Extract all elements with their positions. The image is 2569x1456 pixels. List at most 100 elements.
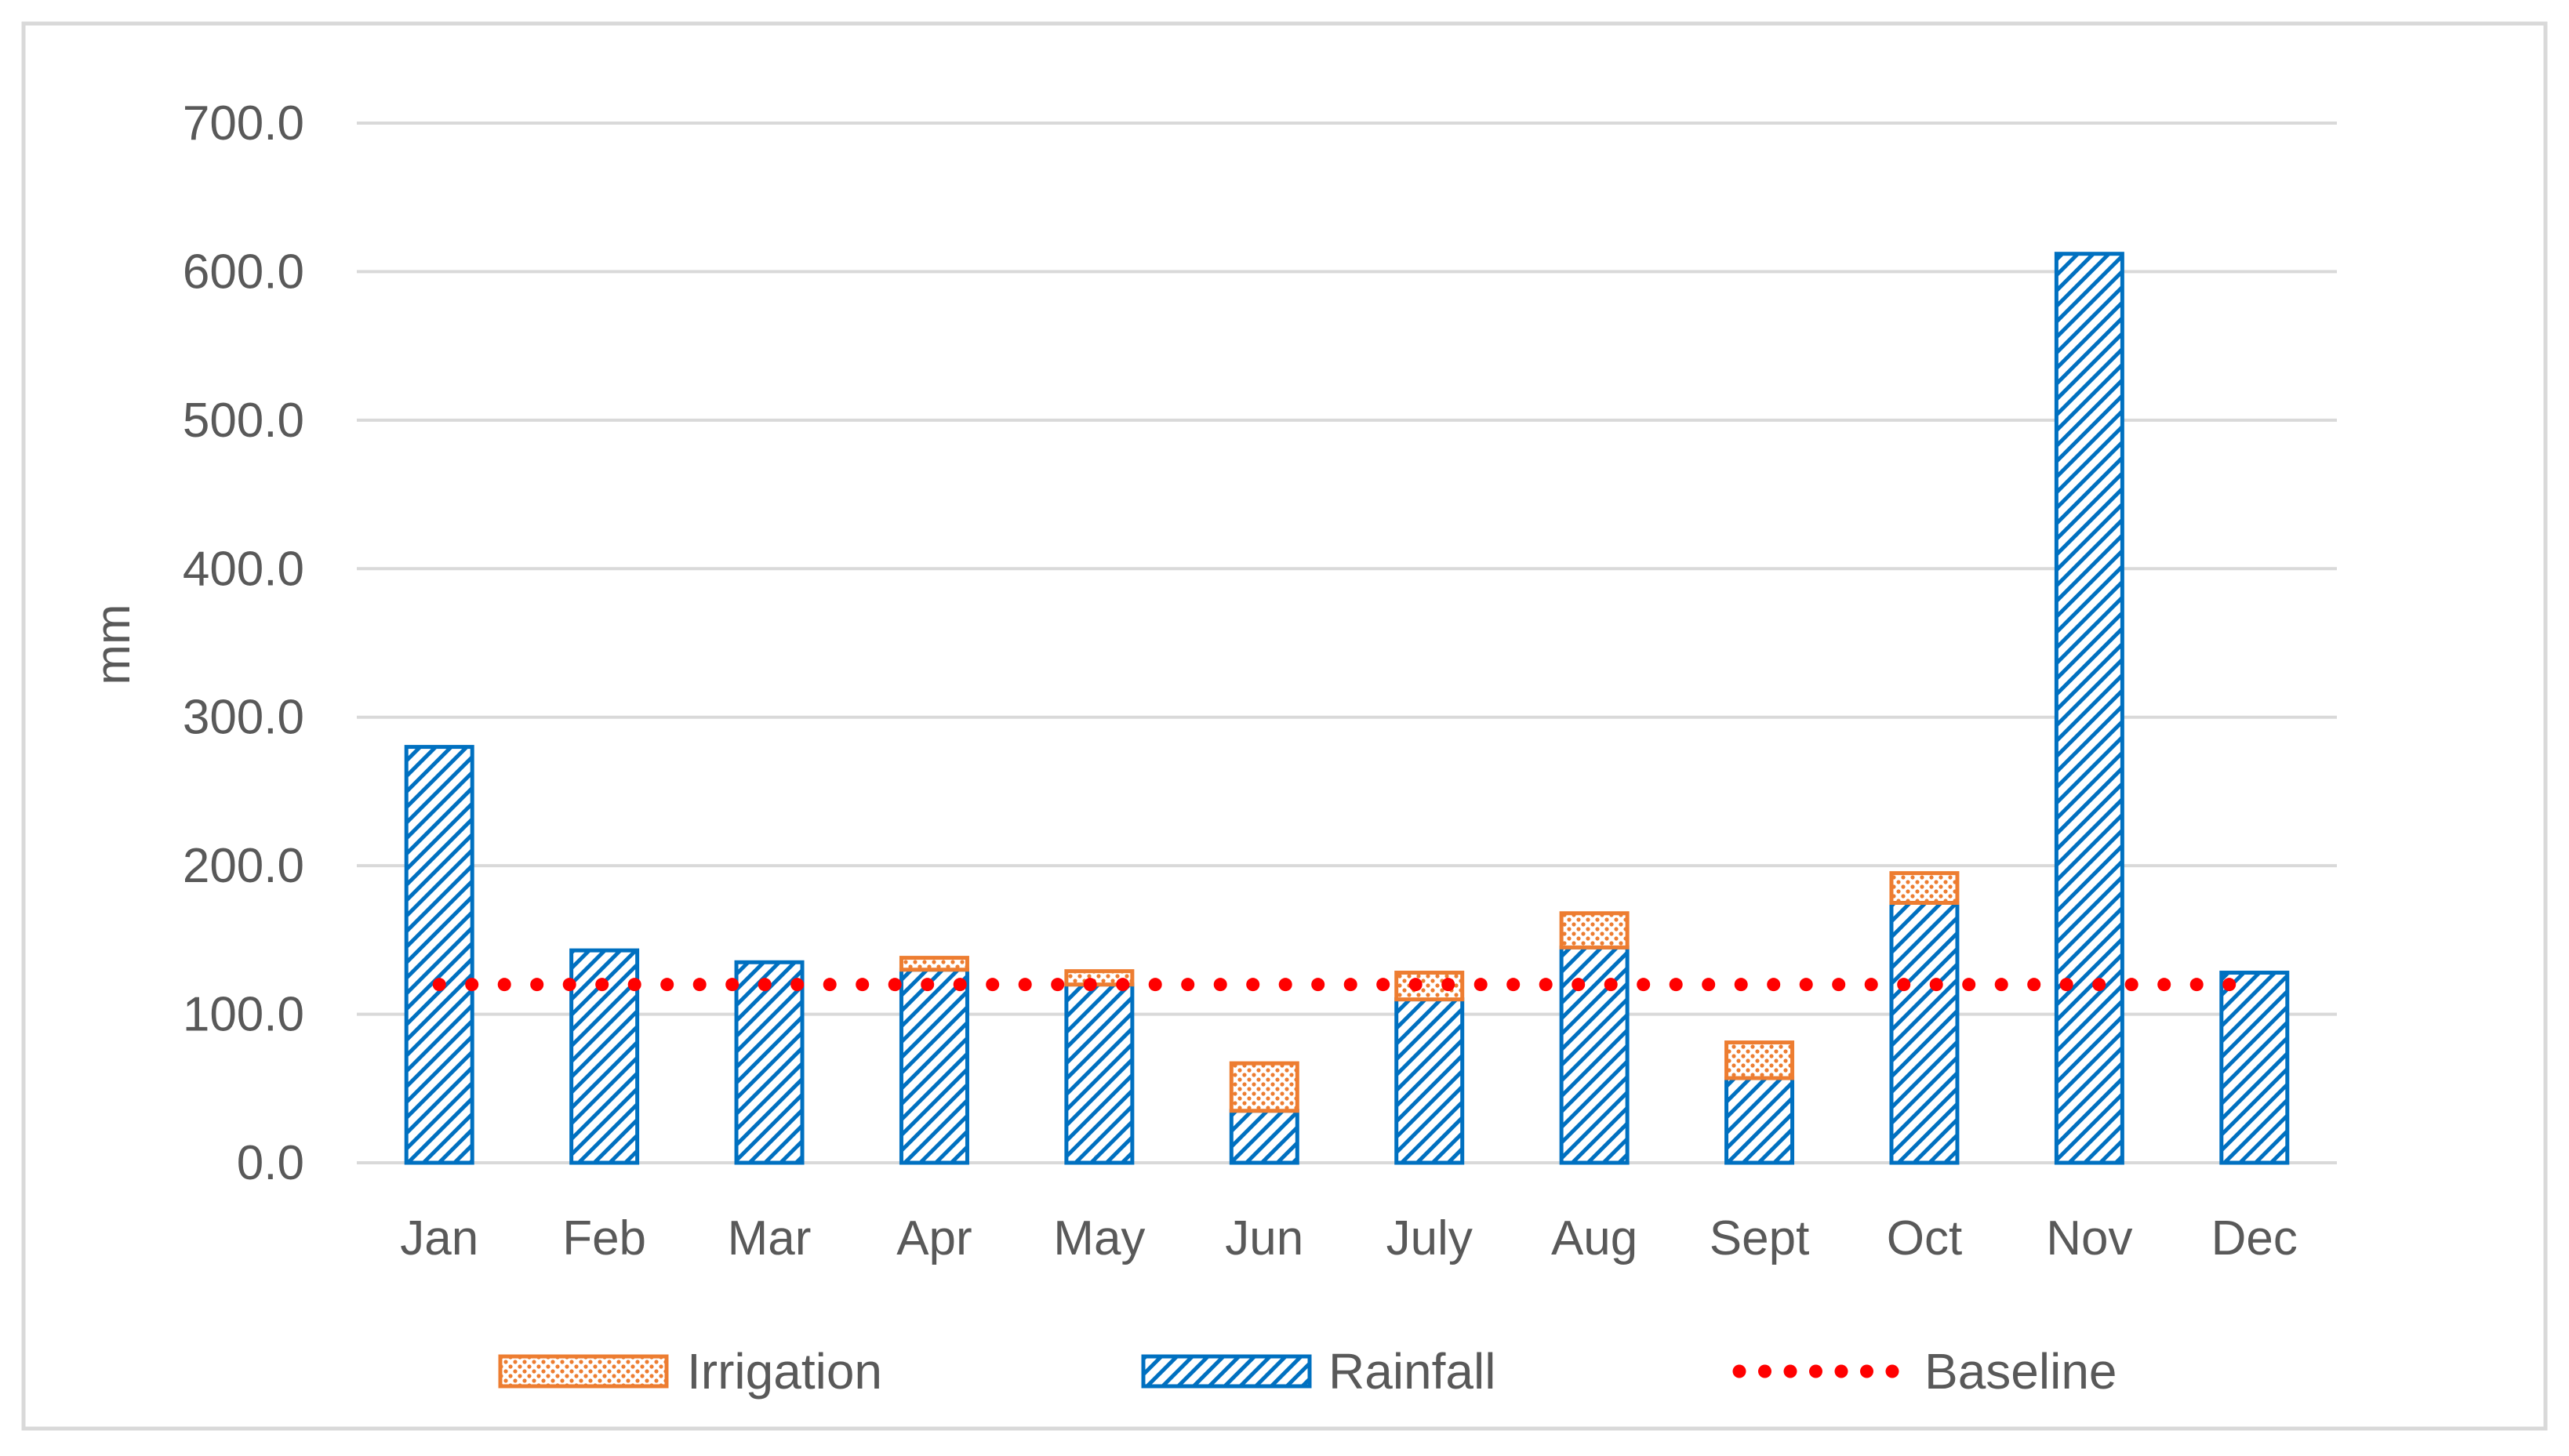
legend-swatch-baseline	[1809, 1364, 1822, 1378]
baseline-dot	[790, 978, 805, 992]
baseline-dot	[1897, 978, 1911, 992]
baseline-dot	[2027, 978, 2041, 992]
bar-irrigation	[899, 956, 969, 972]
baseline-dot	[1702, 978, 1716, 992]
baseline-dot	[1278, 978, 1292, 992]
baseline-dot	[1572, 978, 1586, 992]
y-tick-label: 100.0	[183, 988, 304, 1042]
baseline-dot	[1441, 978, 1455, 992]
bars	[404, 252, 2290, 1165]
bar-rainfall	[734, 960, 805, 1165]
y-tick-label: 300.0	[183, 691, 304, 745]
bar-rainfall	[404, 745, 474, 1165]
baseline-dot	[1799, 978, 1813, 992]
baseline-dot	[1213, 978, 1227, 992]
baseline-dot	[2124, 978, 2138, 992]
baseline-dot	[1506, 978, 1521, 992]
x-tick-label: Aug	[1551, 1211, 1637, 1265]
baseline-dot	[1832, 978, 1846, 992]
y-tick-label: 500.0	[183, 394, 304, 448]
baseline-dot	[1994, 978, 2008, 992]
baseline-dot	[497, 978, 511, 992]
baseline-dot	[1343, 978, 1357, 992]
baseline-dot	[465, 978, 479, 992]
baseline-dot	[1408, 978, 1423, 992]
x-tick-label: Jan	[400, 1211, 478, 1265]
y-tick-label: 400.0	[183, 542, 304, 596]
baseline-dot	[1116, 978, 1130, 992]
baseline-dot	[1637, 978, 1651, 992]
baseline-dot	[2222, 978, 2237, 992]
legend-swatch-rainfall	[1141, 1354, 1312, 1389]
bar-rainfall	[1559, 945, 1630, 1165]
baseline-dot	[1311, 978, 1325, 992]
legend-swatch-baseline	[1834, 1364, 1848, 1378]
x-tick-label: Dec	[2211, 1211, 2298, 1265]
bar-rainfall	[899, 968, 969, 1165]
baseline-dot	[660, 978, 674, 992]
y-tick-label: 200.0	[183, 839, 304, 893]
bar-rainfall	[1889, 901, 1960, 1165]
baseline-dot	[2157, 978, 2171, 992]
baseline-dot	[692, 978, 707, 992]
baseline-dot	[1473, 978, 1488, 992]
legend-label-rainfall: Rainfall	[1328, 1343, 1495, 1400]
baseline-dot	[1083, 978, 1097, 992]
legend-swatch-baseline	[1758, 1364, 1771, 1378]
gridlines	[357, 122, 2337, 1016]
baseline-dot	[1864, 978, 1878, 992]
x-tick-label: May	[1053, 1211, 1145, 1265]
bar-rainfall	[2054, 252, 2124, 1165]
baseline-dot	[530, 978, 544, 992]
baseline-dot	[1929, 978, 1943, 992]
bar-rainfall	[1064, 982, 1135, 1165]
bar-irrigation	[1229, 1061, 1299, 1113]
x-tick-label: Mar	[728, 1211, 812, 1265]
x-tick-label: Sept	[1710, 1211, 1810, 1265]
baseline-dot	[888, 978, 902, 992]
baseline-dot	[725, 978, 739, 992]
y-tick-label: 700.0	[183, 96, 304, 151]
baseline-dot	[1181, 978, 1195, 992]
baseline-dot	[595, 978, 609, 992]
baseline-dot	[2092, 978, 2106, 992]
baseline-series	[432, 978, 2237, 992]
bar-irrigation	[1724, 1040, 1795, 1080]
x-tick-label: Feb	[562, 1211, 646, 1265]
bar-rainfall	[1229, 1109, 1299, 1165]
baseline-dot	[1018, 978, 1032, 992]
legend-swatch-baseline	[1732, 1364, 1746, 1378]
baseline-dot	[432, 978, 446, 992]
legend-swatch-baseline	[1783, 1364, 1797, 1378]
tick-labels: 0.0 100.0 200.0 300.0 400.0 500.0 600.0 700.0 mm…	[86, 96, 2298, 1265]
baseline-dot	[627, 978, 641, 992]
y-tick-label: 0.0	[237, 1136, 304, 1190]
baseline-dot	[562, 978, 576, 992]
bar-rainfall	[2219, 971, 2290, 1165]
baseline-dot	[2189, 978, 2204, 992]
baseline-dot	[953, 978, 967, 992]
baseline-dot	[758, 978, 772, 992]
legend-label-irrigation: Irrigation	[687, 1343, 882, 1400]
baseline-dot	[1539, 978, 1553, 992]
baseline-dot	[1669, 978, 1683, 992]
x-tick-label: Oct	[1887, 1211, 1962, 1265]
baseline-dot	[823, 978, 837, 992]
baseline-dot	[1148, 978, 1162, 992]
x-tick-label: Apr	[896, 1211, 972, 1265]
baseline-dot	[1051, 978, 1065, 992]
y-axis-title: mm	[86, 604, 140, 684]
bar-irrigation	[1064, 969, 1135, 987]
legend: Irrigation Rainfall Baseline	[498, 1343, 2117, 1400]
y-tick-label: 600.0	[183, 245, 304, 299]
x-tick-label: Jun	[1225, 1211, 1303, 1265]
baseline-dot	[2059, 978, 2073, 992]
bar-irrigation	[1889, 871, 1960, 905]
legend-label-baseline: Baseline	[1924, 1343, 2117, 1400]
legend-swatch-baseline	[1860, 1364, 1873, 1378]
baseline-dot	[1767, 978, 1781, 992]
baseline-dot	[1604, 978, 1618, 992]
baseline-dot	[1734, 978, 1748, 992]
